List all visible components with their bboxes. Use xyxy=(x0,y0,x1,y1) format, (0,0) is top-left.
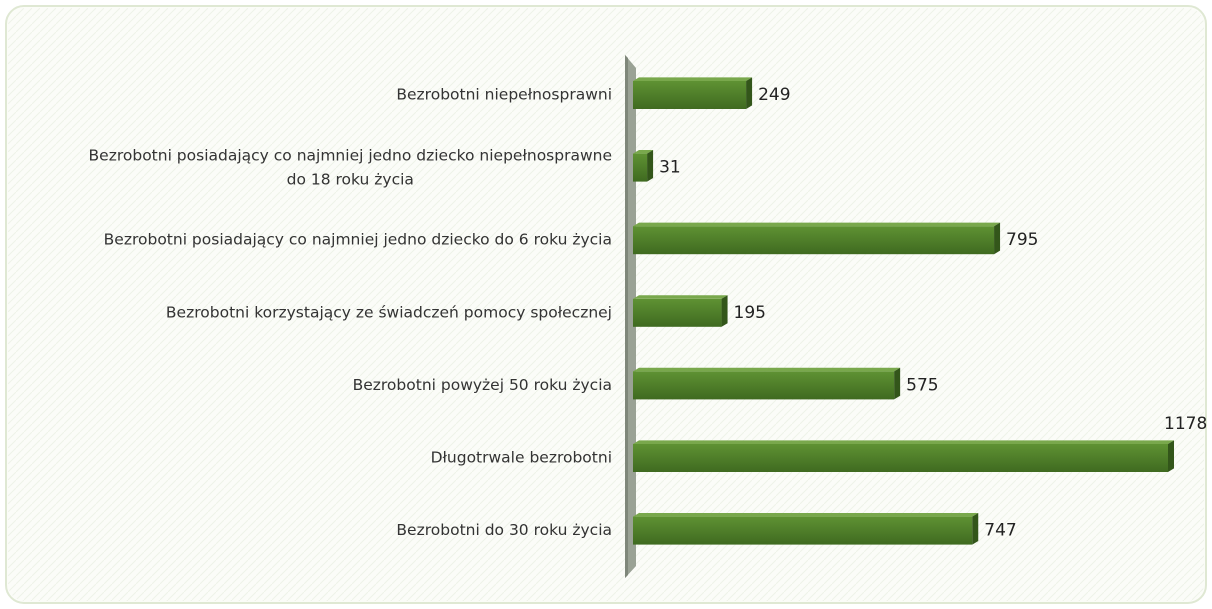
bar-side xyxy=(994,222,1001,255)
bar xyxy=(633,81,747,109)
y-tick-label-line: do 18 roku życia xyxy=(287,170,414,188)
bar-side xyxy=(972,513,979,545)
y-tick-label: Bezrobotni posiadający co najmniej jedno… xyxy=(89,146,612,188)
bar-top xyxy=(633,222,1001,227)
bar-top xyxy=(633,150,654,154)
axis-wall-edge xyxy=(625,55,628,578)
y-tick-label: Bezrobotni do 30 roku życia xyxy=(396,521,612,539)
bar-side xyxy=(647,150,654,182)
bar xyxy=(633,516,973,545)
bar xyxy=(633,226,995,255)
y-tick-label: Długotrwale bezrobotni xyxy=(431,449,612,467)
data-label: 1178 xyxy=(1164,414,1207,434)
data-label: 747 xyxy=(984,521,1016,541)
bar-side xyxy=(721,295,728,327)
y-tick-label-line: Bezrobotni posiadający co najmniej jedno… xyxy=(89,146,612,164)
y-tick-label: Bezrobotni posiadający co najmniej jedno… xyxy=(104,231,612,249)
data-label: 195 xyxy=(734,303,766,323)
bar xyxy=(633,371,895,400)
data-label: 795 xyxy=(1006,230,1038,250)
bar-top xyxy=(633,440,1174,444)
bar-top xyxy=(633,295,728,299)
bar-side xyxy=(746,77,753,109)
bar xyxy=(633,153,648,182)
bar xyxy=(633,298,722,327)
y-tick-label: Bezrobotni korzystający ze świadczeń pom… xyxy=(166,303,612,321)
data-label: 249 xyxy=(758,85,790,105)
bar-top xyxy=(633,367,901,372)
data-label: 575 xyxy=(906,375,938,395)
bar-top xyxy=(633,513,979,517)
data-label: 31 xyxy=(659,158,681,178)
y-tick-label: Bezrobotni powyżej 50 roku życia xyxy=(353,376,612,394)
bar-side xyxy=(1168,440,1174,472)
bar-top xyxy=(633,77,753,81)
y-tick-label: Bezrobotni niepełnosprawni xyxy=(396,86,612,104)
bar xyxy=(633,444,1168,472)
bar-side xyxy=(894,367,901,400)
